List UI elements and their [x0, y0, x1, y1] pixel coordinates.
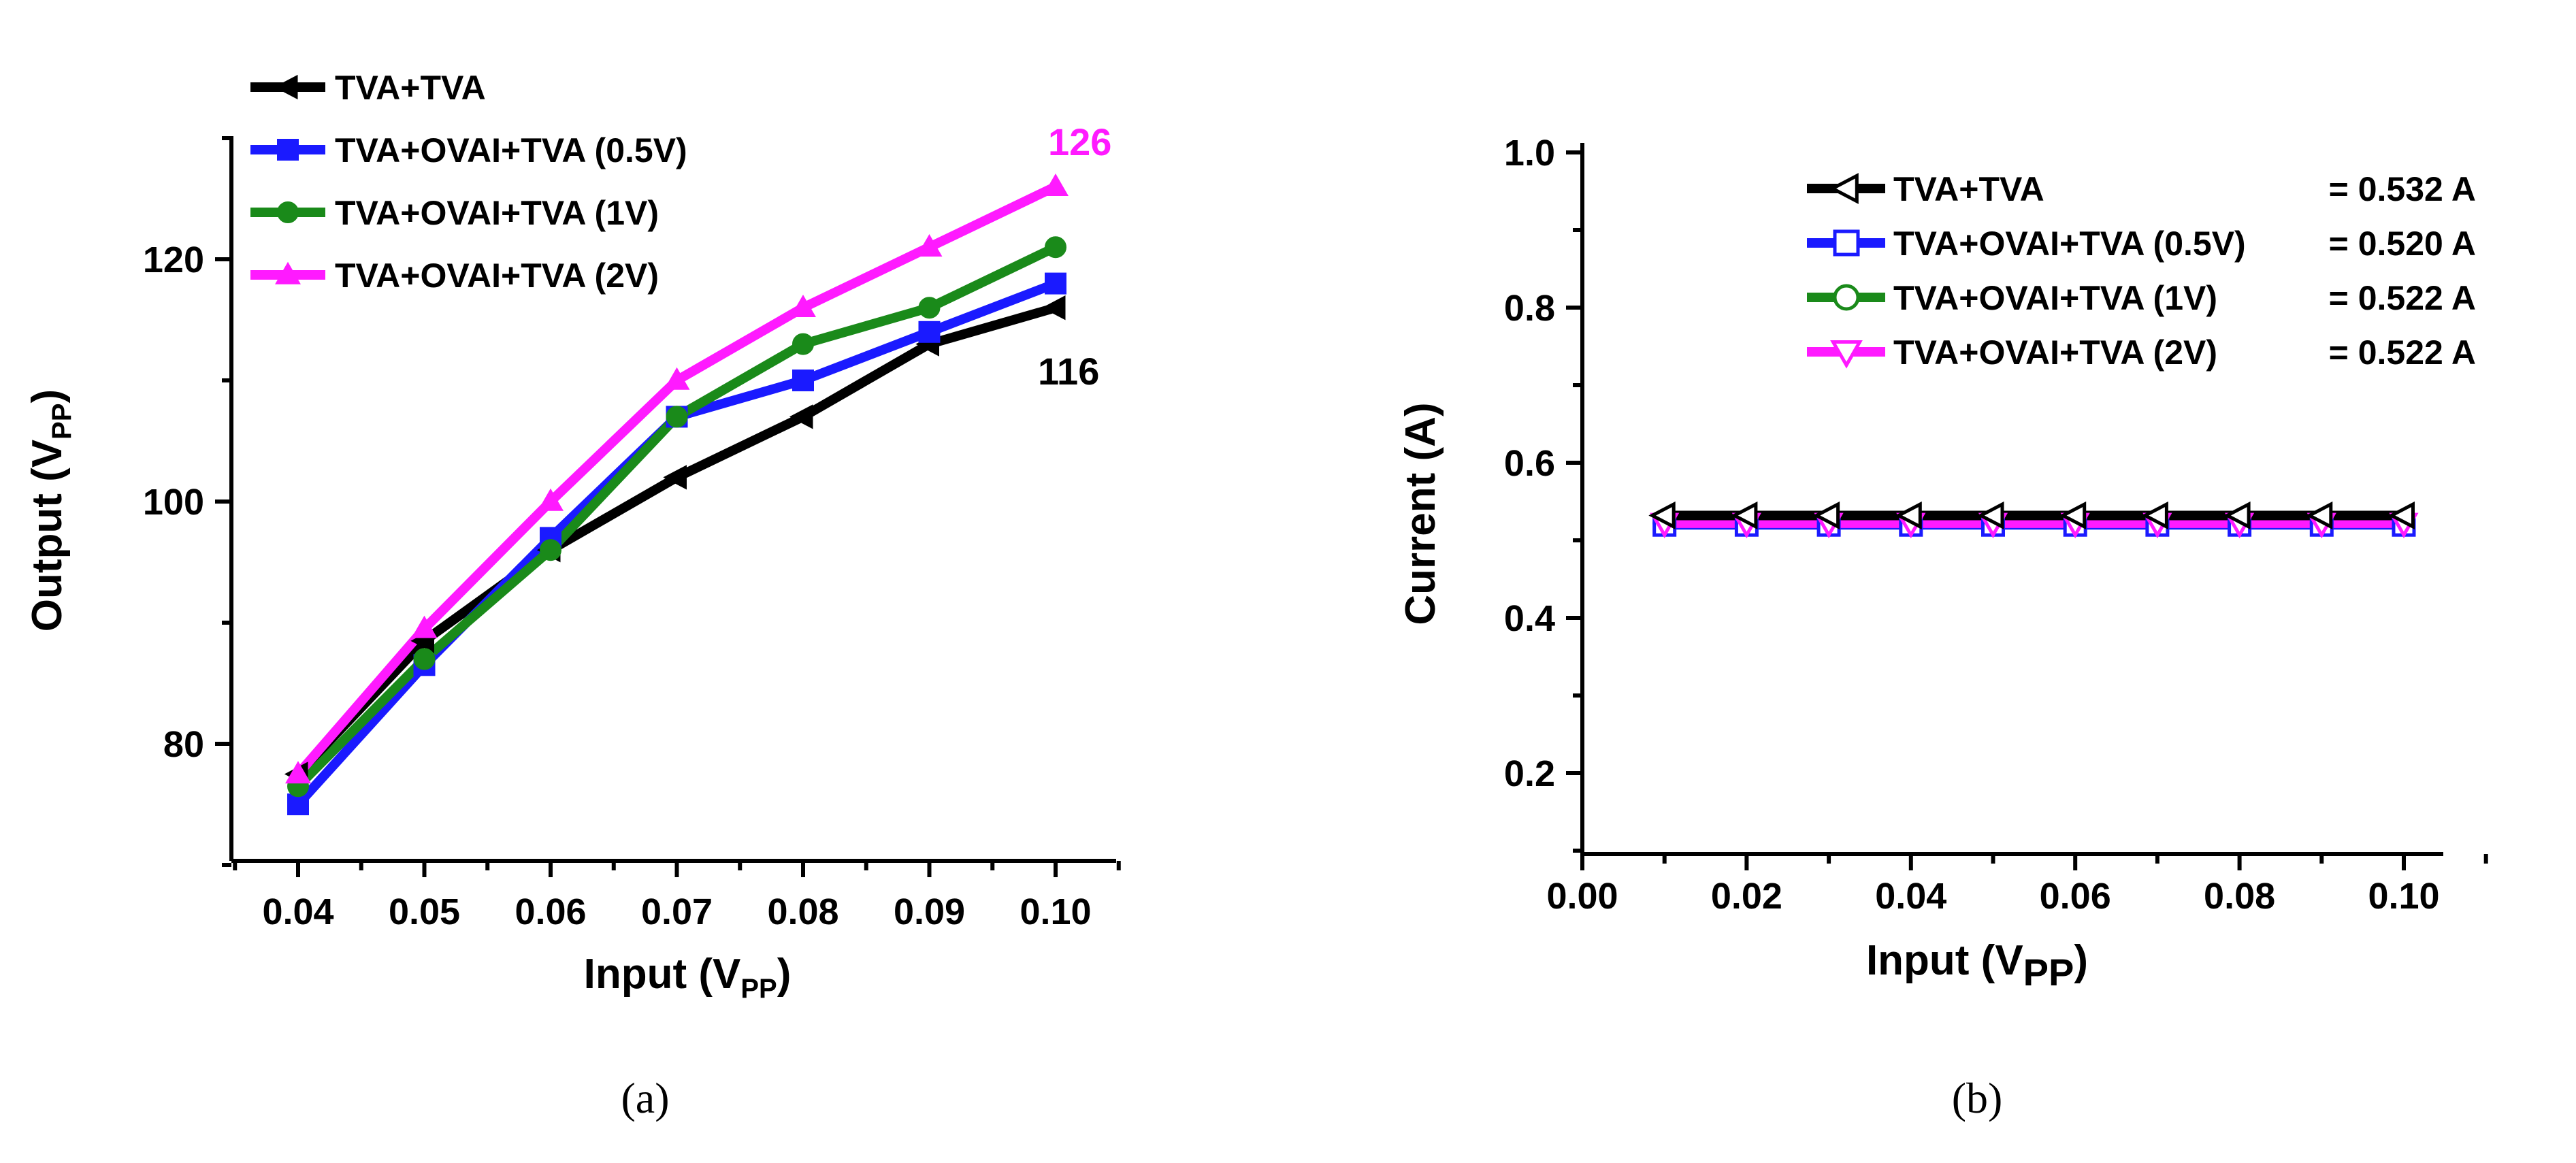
panel-b-data-point — [1648, 501, 1676, 530]
panel-a-data-point — [789, 404, 813, 429]
panel-a-x-tick-label: 0.07 — [641, 891, 713, 932]
panel-a-x-tick-label: 0.09 — [894, 891, 965, 932]
panel-a-axes: 80 100 120 0.04 0.05 0.06 0.07 0.08 0.09 0.10 — [143, 136, 1121, 932]
panel-a-legend-label: TVA+TVA — [335, 69, 486, 107]
panel-a-output-chart: 80 100 120 0.04 0.05 0.06 0.07 0.08 0.09 0.10 TVA… — [24, 69, 1121, 1122]
panel-b-y-tick-label: 1.0 — [1504, 133, 1555, 174]
panel-a-legend-marker — [275, 261, 301, 284]
panel-a-data-point — [790, 294, 816, 317]
panel-b-legend-value: = 0.532 A — [2329, 170, 2476, 208]
panel-a-series — [284, 173, 1069, 815]
panel-b-y-axis-title: Current (A) — [1397, 402, 1444, 625]
panel-a-x-tick-label: 0.08 — [767, 891, 838, 932]
annotation-116: 116 — [1038, 350, 1099, 393]
panel-a-y-tick-label: 80 — [163, 724, 204, 765]
panel-a-legend-label: TVA+OVAI+TVA (2V) — [335, 257, 659, 295]
panel-b-xlabel-close: ) — [2074, 937, 2088, 984]
panel-a-x-tick-label: 0.05 — [389, 891, 460, 932]
panel-b-y-tick-label: 0.6 — [1504, 443, 1555, 484]
panel-b-data-point — [1731, 501, 1758, 530]
panel-a-data-point — [1045, 272, 1066, 295]
panel-b-y-tick-label: 0.2 — [1504, 753, 1555, 794]
panel-b-x-tick-label: 0.06 — [2040, 876, 2111, 917]
panel-a-data-point — [413, 648, 436, 670]
panel-a-ylabel-main: Output (V — [24, 440, 71, 632]
panel-b-x-axis-title: Input (VPP) — [1866, 937, 2088, 994]
panel-b-x-tick-label: 0.10 — [2368, 876, 2439, 917]
panel-b-legend-value: = 0.520 A — [2329, 225, 2476, 263]
panel-a-data-point — [916, 233, 943, 257]
panel-b-y-tick-label: 0.8 — [1504, 288, 1555, 329]
panel-b-legend-marker — [1833, 284, 1860, 311]
panel-b-x-tick-label: 0.02 — [1711, 876, 1782, 917]
panel-a-data-point — [540, 539, 561, 561]
panel-a-legend-label: TVA+OVAI+TVA (1V) — [335, 194, 659, 232]
panel-b-xlabel-sub: PP — [2023, 951, 2074, 994]
panel-a-y-tick-label: 120 — [143, 240, 204, 280]
panel-a-xlabel-close: ) — [777, 951, 792, 998]
panel-b-legend-marker — [1833, 229, 1860, 257]
panel-b-data-point — [1977, 501, 2004, 530]
panel-b-legend-label: TVA+OVAI+TVA (1V) — [1893, 279, 2217, 317]
panel-a-data-point — [664, 367, 690, 390]
panel-a-data-point — [918, 321, 941, 343]
annotation-126: 126 — [1048, 120, 1111, 163]
panel-a-data-point — [792, 370, 814, 391]
panel-b-current-chart: 0.20.40.60.81.00.00 0.02 0.04 0.06 0.08 0.10 … — [1397, 133, 2488, 1122]
panel-a-data-point — [663, 465, 687, 490]
panel-b-y-tick-label: 0.4 — [1504, 598, 1555, 639]
panel-a-ylabel-close: ) — [24, 389, 71, 404]
panel-b-x-tick-label: 0.08 — [2204, 876, 2275, 917]
panel-b-legend-label: TVA+OVAI+TVA (2V) — [1893, 333, 2217, 372]
panel-a-series-line — [294, 279, 1058, 808]
panel-b-series — [1648, 501, 2419, 539]
panel-a-data-point — [918, 297, 941, 319]
panel-b-legend-value: = 0.522 A — [2329, 333, 2476, 372]
panel-a-legend-label: TVA+OVAI+TVA (0.5V) — [335, 131, 687, 169]
panel-b-legend-marker — [1830, 340, 1863, 369]
panel-a-caption: (a) — [621, 1074, 669, 1122]
panel-a-data-point — [1045, 236, 1066, 259]
panel-b-legend-label: TVA+OVAI+TVA (0.5V) — [1893, 225, 2246, 263]
panel-a-x-tick-label: 0.06 — [515, 891, 586, 932]
panel-b-x-tick-label: 0.04 — [1875, 876, 1946, 917]
panel-a-xlabel-main: Input (V — [584, 951, 741, 998]
panel-a-data-point — [411, 615, 438, 638]
panel-a-data-point — [1043, 173, 1069, 196]
panel-a-legend-marker — [277, 139, 299, 161]
panel-a-x-tick-label: 0.04 — [262, 891, 333, 932]
panel-b-data-point — [1812, 501, 1840, 530]
panel-a-data-point — [538, 488, 564, 511]
panel-a-data-point — [792, 333, 814, 355]
panel-b-data-point — [2305, 501, 2333, 530]
panel-b-data-point — [2223, 501, 2251, 530]
panel-a-xlabel-sub: PP — [740, 974, 777, 1004]
panel-a-ylabel-sub: PP — [47, 403, 77, 439]
panel-b-legend-value: = 0.522 A — [2329, 279, 2476, 317]
panel-a-data-point — [285, 761, 311, 784]
panel-b-xlabel-main: Input (V — [1866, 937, 2023, 984]
panel-b-legend-label: TVA+TVA — [1893, 170, 2044, 208]
panel-b-legend-marker — [1829, 173, 1859, 204]
panel-b-data-point — [2141, 501, 2168, 530]
panel-b-data-point — [2059, 501, 2087, 530]
panel-a-y-tick-label: 100 — [143, 482, 204, 523]
panel-b-x-tick-label: 0.00 — [1546, 876, 1618, 917]
panel-b-legend: TVA+TVA = 0.532 A TVA+OVAI+TVA (0.5V) = 0.5… — [1807, 170, 2476, 372]
panel-a-legend-marker — [277, 201, 299, 223]
panel-a-x-tick-label: 0.10 — [1020, 891, 1091, 932]
panel-a-data-point — [287, 793, 309, 815]
panel-b-caption: (b) — [1952, 1074, 2003, 1122]
panel-a-legend-marker — [274, 74, 298, 100]
panel-a-legend: TVA+TVA TVA+OVAI+TVA (0.5V) TVA+OVAI+TVA (… — [250, 69, 687, 295]
panel-a-x-axis-title: Input (VPP) — [584, 951, 792, 1004]
panel-a-y-axis-title: Output (VPP) — [24, 389, 77, 632]
panel-a-data-point — [1041, 295, 1066, 321]
panel-b-data-point — [1895, 501, 1922, 530]
panel-b-axes: 0.2 0.4 0.6 0.8 1.0 0.00 0.02 0.04 0.06 0.08 0.10 — [1504, 133, 2488, 917]
panel-a-data-point — [666, 406, 688, 428]
panel-b-data-point — [2387, 501, 2415, 530]
